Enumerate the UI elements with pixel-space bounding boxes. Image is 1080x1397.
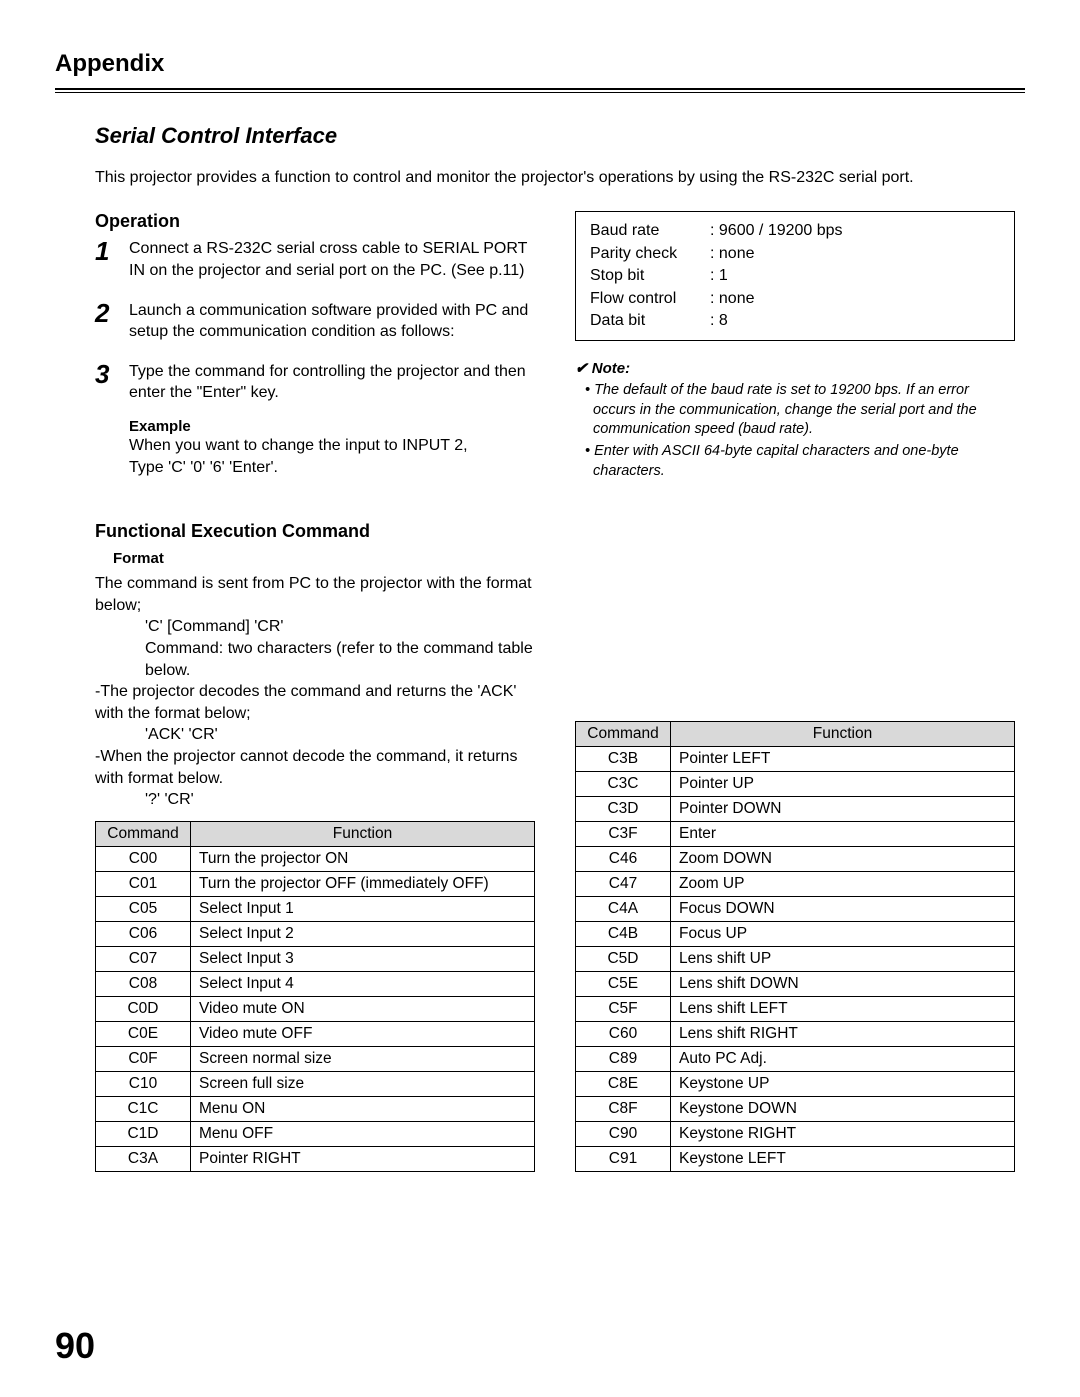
command-table-1: CommandFunction C00Turn the projector ON… — [95, 821, 535, 1172]
table-row: C5ELens shift DOWN — [576, 971, 1015, 996]
param-databit-label: Data bit — [590, 310, 710, 332]
table-row: C8EKeystone UP — [576, 1071, 1015, 1096]
table-row: C05Select Input 1 — [96, 896, 535, 921]
table-row: C46Zoom DOWN — [576, 846, 1015, 871]
table-row: C3FEnter — [576, 821, 1015, 846]
format-line-4: -The projector decodes the command and r… — [95, 681, 535, 724]
appendix-header: Appendix — [55, 50, 1025, 78]
t2-th-function: Function — [671, 721, 1015, 746]
step-num-1: 1 — [95, 238, 117, 281]
table-row: C3BPointer LEFT — [576, 746, 1015, 771]
step-2: 2 Launch a communication software provid… — [95, 300, 535, 343]
format-line-2: 'C' [Command] 'CR' — [95, 616, 535, 638]
table-row: C5DLens shift UP — [576, 946, 1015, 971]
command-table-2: CommandFunction C3BPointer LEFT C3CPoint… — [575, 721, 1015, 1172]
table-row: C60Lens shift RIGHT — [576, 1021, 1015, 1046]
table-row: C06Select Input 2 — [96, 921, 535, 946]
step-1: 1 Connect a RS-232C serial cross cable t… — [95, 238, 535, 281]
format-column: The command is sent from PC to the proje… — [95, 567, 535, 1172]
table-row: C5FLens shift LEFT — [576, 996, 1015, 1021]
param-flow-label: Flow control — [590, 288, 710, 310]
page-number: 90 — [55, 1325, 95, 1367]
table-row: C10Screen full size — [96, 1071, 535, 1096]
param-parity-value: : none — [710, 243, 754, 265]
step-3: 3 Type the command for controlling the p… — [95, 361, 535, 404]
table-row: C01Turn the projector OFF (immediately O… — [96, 871, 535, 896]
functional-heading: Functional Execution Command — [95, 521, 1015, 542]
format-line-7: '?' 'CR' — [95, 789, 535, 811]
table-row: C4BFocus UP — [576, 921, 1015, 946]
table-row: C8FKeystone DOWN — [576, 1096, 1015, 1121]
note-list: The default of the baud rate is set to 1… — [575, 381, 1015, 481]
format-line-1: The command is sent from PC to the proje… — [95, 573, 535, 616]
table-row: C3DPointer DOWN — [576, 796, 1015, 821]
step-2-text: Launch a communication software provided… — [129, 300, 535, 343]
format-line-3: Command: two characters (refer to the co… — [95, 638, 535, 681]
param-stopbit-label: Stop bit — [590, 265, 710, 287]
example-line2: Type 'C' '0' '6' 'Enter'. — [129, 457, 535, 479]
params-column: Baud rate: 9600 / 19200 bps Parity check… — [575, 211, 1015, 483]
format-line-6: -When the projector cannot decode the co… — [95, 746, 535, 789]
example-label: Example — [129, 418, 535, 435]
note-1: The default of the baud rate is set to 1… — [585, 381, 1015, 440]
operation-column: Operation 1 Connect a RS-232C serial cro… — [95, 211, 535, 483]
rule-thin — [55, 92, 1025, 93]
format-label: Format — [113, 550, 1015, 567]
param-flow-value: : none — [710, 288, 754, 310]
param-databit-value: : 8 — [710, 310, 728, 332]
table-row: C0DVideo mute ON — [96, 996, 535, 1021]
table-row: C91Keystone LEFT — [576, 1146, 1015, 1171]
t2-th-command: Command — [576, 721, 671, 746]
table-row: C90Keystone RIGHT — [576, 1121, 1015, 1146]
param-stopbit-value: : 1 — [710, 265, 728, 287]
table-row: C3CPointer UP — [576, 771, 1015, 796]
rule-thick — [55, 88, 1025, 90]
t1-th-function: Function — [191, 821, 535, 846]
note-heading: ✔ Note: — [575, 359, 1015, 377]
table-row: C1CMenu ON — [96, 1096, 535, 1121]
section-title: Serial Control Interface — [95, 123, 1015, 149]
table-row: C08Select Input 4 — [96, 971, 535, 996]
note-2: Enter with ASCII 64-byte capital charact… — [585, 442, 1015, 481]
table-row: C0EVideo mute OFF — [96, 1021, 535, 1046]
example-line1: When you want to change the input to INP… — [129, 435, 535, 457]
t1-th-command: Command — [96, 821, 191, 846]
operation-heading: Operation — [95, 211, 535, 232]
intro-text: This projector provides a function to co… — [95, 167, 1015, 189]
command-table-2-column: CommandFunction C3BPointer LEFT C3CPoint… — [575, 567, 1015, 1172]
table-row: C89Auto PC Adj. — [576, 1046, 1015, 1071]
step-num-2: 2 — [95, 300, 117, 343]
step-3-text: Type the command for controlling the pro… — [129, 361, 535, 404]
step-1-text: Connect a RS-232C serial cross cable to … — [129, 238, 535, 281]
serial-params-box: Baud rate: 9600 / 19200 bps Parity check… — [575, 211, 1015, 341]
table-row: C47Zoom UP — [576, 871, 1015, 896]
step-num-3: 3 — [95, 361, 117, 404]
table-row: C0FScreen normal size — [96, 1046, 535, 1071]
format-line-5: 'ACK' 'CR' — [95, 724, 535, 746]
table-row: C00Turn the projector ON — [96, 846, 535, 871]
param-parity-label: Parity check — [590, 243, 710, 265]
param-baud-value: : 9600 / 19200 bps — [710, 220, 843, 242]
param-baud-label: Baud rate — [590, 220, 710, 242]
table-row: C4AFocus DOWN — [576, 896, 1015, 921]
table-row: C1DMenu OFF — [96, 1121, 535, 1146]
table-row: C07Select Input 3 — [96, 946, 535, 971]
table-row: C3APointer RIGHT — [96, 1146, 535, 1171]
